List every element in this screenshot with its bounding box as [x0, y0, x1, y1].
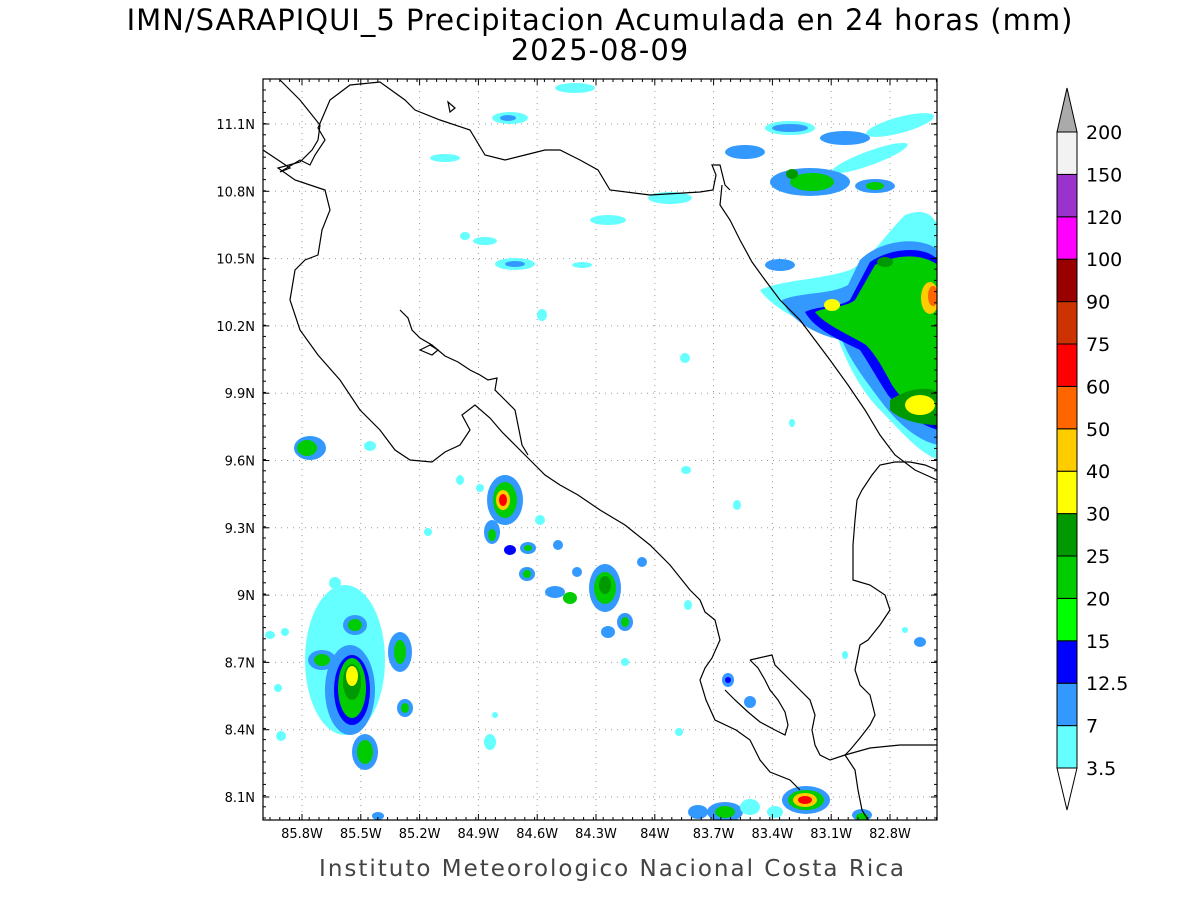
lat-tick-label: 10.5N — [216, 253, 255, 268]
coastlines — [263, 79, 937, 820]
map-title: IMN/SARAPIQUI_5 Precipitacion Acumulada … — [126, 3, 1074, 37]
legend-color-box — [1056, 470, 1078, 515]
legend-color-box — [1056, 173, 1078, 218]
legend-level-label: 25 — [1086, 546, 1110, 568]
lat-tick-label: 10.8N — [216, 185, 255, 200]
lat-tick-label: 8.7N — [225, 656, 255, 671]
lon-tick-label: 84.3W — [575, 827, 617, 842]
legend-level-label: 30 — [1086, 504, 1110, 526]
legend-color-box — [1056, 682, 1078, 727]
legend-color-box — [1056, 216, 1078, 260]
lon-tick-label: 82.8W — [869, 827, 911, 842]
isla-chira — [418, 344, 440, 356]
nicaragua-border — [263, 81, 731, 196]
legend-color-box — [1056, 343, 1078, 387]
legend-level-label: 200 — [1086, 122, 1122, 144]
legend-color-box — [1056, 597, 1078, 642]
burica-peninsula — [844, 754, 869, 820]
rain-area-central-pacific — [424, 466, 741, 750]
legend-upper-arrow — [1056, 87, 1078, 133]
legend-level-label: 12.5 — [1086, 673, 1128, 695]
rain-area-caribbean-coast — [760, 212, 937, 459]
latitude-labels: 11.1N 10.8N 10.5N 10.2N 9.9N 9.6N 9.3N 9N 8.7N 8.… — [216, 118, 255, 806]
legend-level-label: 120 — [1086, 207, 1122, 229]
osa-peninsula — [724, 659, 789, 736]
legend-colorbar: 3.5 7 12.5 15 20 25 30 40 50 60 75 90 100 120 150 200 — [1056, 87, 1128, 811]
pacific-coast-north — [276, 79, 801, 791]
rain-area-caribbean-north — [590, 113, 934, 225]
lake-island — [447, 100, 456, 114]
lon-tick-label: 85.5W — [340, 827, 382, 842]
lat-tick-label: 9.9N — [225, 387, 255, 402]
lon-tick-label: 85.2W — [399, 827, 441, 842]
panama-border — [844, 461, 937, 756]
rain-area-nicaragua — [430, 83, 690, 363]
legend-color-box — [1056, 555, 1078, 599]
precipitation-field — [265, 83, 937, 820]
lat-tick-label: 10.2N — [216, 320, 255, 335]
lat-tick-label: 8.1N — [225, 791, 255, 806]
credit-footer: Instituto Meteorologico Nacional Costa R… — [319, 856, 906, 882]
axis-ticks — [263, 79, 937, 820]
legend-level-label: 3.5 — [1086, 758, 1116, 780]
legend-color-box — [1056, 640, 1078, 684]
legend-color-box — [1056, 385, 1078, 430]
lon-tick-label: 84.9W — [457, 827, 499, 842]
map-date: 2025-08-09 — [510, 33, 690, 67]
lon-tick-label: 84.6W — [516, 827, 558, 842]
longitude-labels: 85.8W 85.5W 85.2W 84.9W 84.6W 84.3W 84W 83.7W 83… — [281, 827, 911, 842]
rain-area-west-pacific — [265, 436, 413, 820]
legend-level-label: 40 — [1086, 461, 1110, 483]
lat-tick-label: 9.6N — [225, 455, 255, 470]
legend-color-box — [1056, 131, 1078, 175]
lon-tick-label: 84W — [640, 827, 670, 842]
legend-lower-arrow — [1056, 767, 1078, 811]
legend-color-box — [1056, 725, 1078, 769]
lon-tick-label: 83.7W — [693, 827, 735, 842]
legend-level-label: 60 — [1086, 376, 1110, 398]
golfo-dulce — [749, 654, 937, 761]
legend-level-label: 15 — [1086, 631, 1110, 653]
nicoya-gulf — [399, 309, 529, 456]
legend-level-label: 75 — [1086, 334, 1110, 356]
plot-frame — [262, 78, 938, 821]
legend-level-label: 20 — [1086, 588, 1110, 610]
legend-level-label: 150 — [1086, 164, 1122, 186]
lat-tick-label: 8.4N — [225, 724, 255, 739]
rain-area-south — [688, 419, 926, 820]
legend-color-box — [1056, 301, 1078, 345]
caribbean-coast — [719, 184, 937, 481]
lat-tick-label: 9.3N — [225, 522, 255, 537]
legend-color-box — [1056, 513, 1078, 557]
legend-level-label: 100 — [1086, 249, 1122, 271]
lon-tick-label: 83.1W — [810, 827, 852, 842]
legend-level-label: 90 — [1086, 292, 1110, 314]
lon-tick-label: 83.4W — [751, 827, 793, 842]
lat-tick-label: 9N — [237, 589, 255, 604]
lon-tick-label: 85.8W — [281, 827, 323, 842]
legend-level-label: 7 — [1086, 716, 1098, 738]
legend-level-label: 50 — [1086, 419, 1110, 441]
lat-tick-label: 11.1N — [216, 118, 255, 133]
legend-color-box — [1056, 428, 1078, 472]
legend-color-box — [1056, 258, 1078, 303]
